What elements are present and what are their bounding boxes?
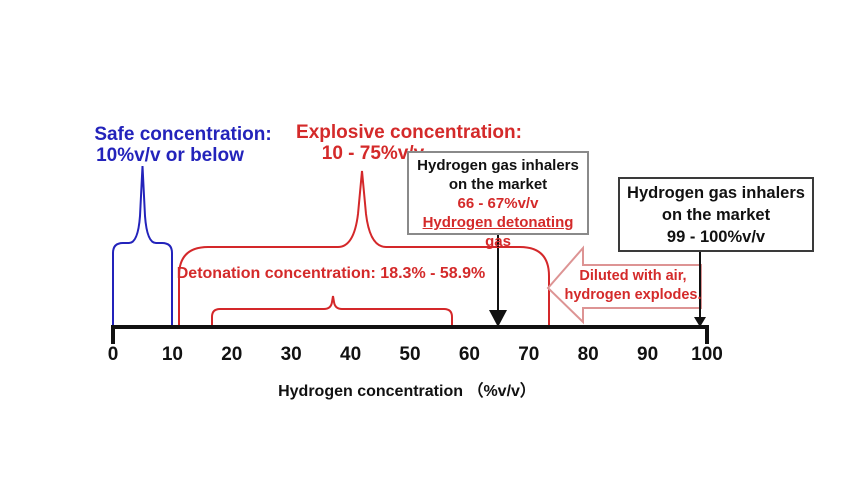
- axis-tick-label-50: 50: [399, 344, 421, 365]
- axis-title: Hydrogen concentration （%v/v）: [278, 383, 536, 400]
- pointer-arrowhead-100pct: [694, 317, 706, 327]
- explosive-concentration-label-line2: 10 - 75%v/v: [321, 143, 425, 164]
- inhaler-market-line2: on the market: [661, 206, 771, 224]
- axis-tick-label-20: 20: [221, 344, 243, 365]
- axis-tick-label-80: 80: [577, 344, 599, 365]
- axis-tick-label-0: 0: [107, 344, 119, 365]
- axis-tick-label-10: 10: [161, 344, 183, 365]
- safe-range-brace: [112, 165, 173, 325]
- explosive-concentration-label-line1: Explosive concentration:: [296, 122, 522, 143]
- axis-tick-label-40: 40: [340, 344, 362, 365]
- safe-concentration-label-line2: 10%v/v or below: [96, 145, 244, 166]
- dilution-arrow-label-line1: Diluted with air,: [579, 268, 687, 284]
- axis-tick-label-70: 70: [518, 344, 540, 365]
- detonation-concentration-label: Detonation concentration: 18.3% - 58.9%: [176, 265, 486, 282]
- inhaler-detonating-range: 66 - 67%v/v: [457, 195, 539, 212]
- dilution-arrow-label: Diluted with air, hydrogen explodes.: [565, 267, 702, 305]
- safe-concentration-label-line1: Safe concentration:: [94, 124, 272, 145]
- inhaler-detonating-line2: on the market: [448, 176, 548, 193]
- inhaler-detonating-line1: Hydrogen gas inhalers: [417, 157, 579, 174]
- detonation-range-bracket: [211, 295, 453, 325]
- axis-tick-label-30: 30: [280, 344, 302, 365]
- dilution-arrow-label-line2: hydrogen explodes.: [564, 287, 702, 303]
- inhaler-market-line1: Hydrogen gas inhalers: [627, 184, 805, 202]
- axis-tick-label-100: 100: [691, 344, 723, 365]
- explosive-range-brace: [178, 170, 550, 325]
- inhaler-market-range: 99 - 100%v/v: [666, 228, 766, 246]
- inhaler-detonating-gas-label: Hydrogen detonating gas: [422, 214, 574, 250]
- inhaler-detonating-gas-box: Hydrogen gas inhalers on the market 66 -…: [407, 151, 589, 250]
- axis-tick-label-60: 60: [458, 344, 480, 365]
- inhaler-market-box: Hydrogen gas inhalers on the market 99 -…: [618, 177, 814, 252]
- pointer-arrowhead-66pct: [489, 310, 507, 327]
- axis-tick-label-90: 90: [637, 344, 659, 365]
